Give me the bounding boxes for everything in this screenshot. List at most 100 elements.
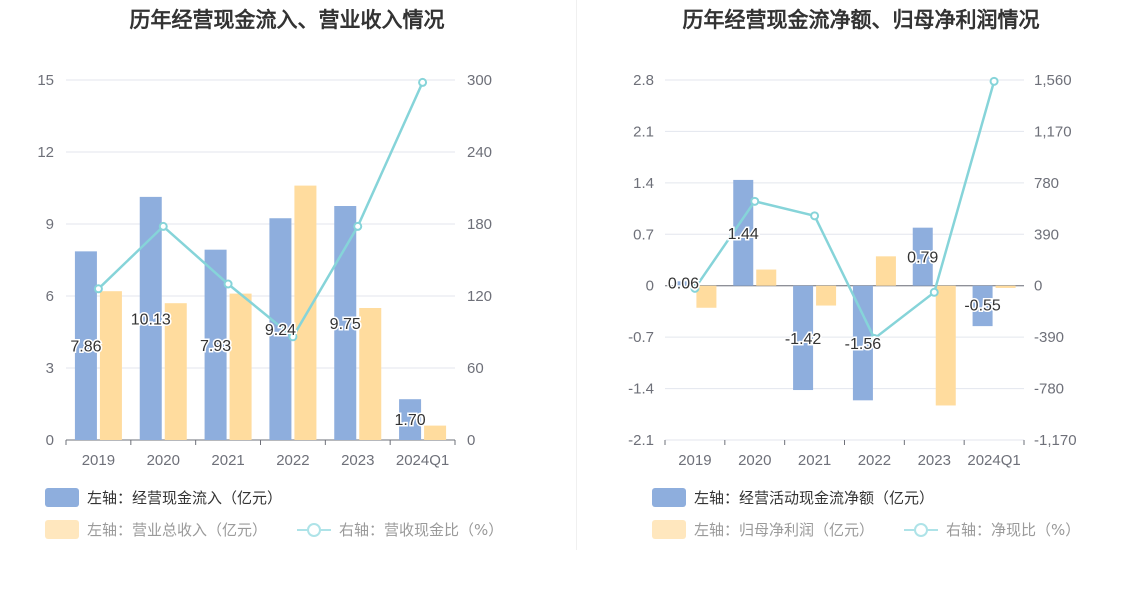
bar-data-label: 1.44 (728, 226, 759, 243)
chart-title: 历年经营现金流净额、归母净利润情况 (682, 8, 1040, 32)
left-axis-tick-label: 0 (46, 432, 54, 449)
bar-primary (399, 399, 422, 440)
bar-data-label: 7.93 (200, 338, 231, 355)
x-axis-category-label: 2020 (738, 452, 771, 469)
legend-swatch (652, 488, 686, 507)
bar-data-label: 9.24 (265, 322, 296, 339)
legend-line-icon (297, 520, 331, 539)
bar-data-label: -1.56 (845, 336, 882, 353)
legend-label: 左轴：营业总收入（亿元） (87, 521, 268, 539)
left-axis-tick-label: 1.4 (633, 175, 654, 192)
right-axis-tick-label: 300 (467, 72, 492, 89)
bar-data-label: 1.70 (395, 412, 426, 429)
legend-label: 右轴：净现比（%） (946, 521, 1081, 539)
left-axis-tick-label: -2.1 (628, 432, 654, 449)
chart-panel-net-cash: 历年经营现金流净额、归母净利润情况 -2.1 -1,170 -1.4 -780 -0.7… (574, 0, 1148, 589)
bar-data-label: 10.13 (131, 311, 171, 328)
right-axis-tick-label: 390 (1034, 226, 1059, 243)
ratio-point (869, 333, 879, 343)
legend-item-net-profit[interactable]: 左轴：归母净利润（亿元） (652, 519, 874, 540)
bar-data-label: 0.79 (907, 250, 938, 267)
x-axis-category-label: 2021 (798, 452, 831, 469)
ratio-point (418, 77, 428, 87)
bar-data-label: 0.06 (668, 276, 699, 293)
legend-item-net-cash-flow[interactable]: 左轴：经营活动现金流净额（亿元） (652, 487, 934, 508)
bar-secondary (756, 269, 777, 286)
x-axis-category-label: 2022 (858, 452, 891, 469)
right-axis-tick-label: 1,560 (1034, 72, 1072, 89)
chart-title: 历年经营现金流入、营业收入情况 (129, 8, 445, 32)
x-axis-category-label: 2024Q1 (967, 452, 1020, 469)
left-axis-tick-label: -0.7 (628, 329, 654, 346)
legend-item-cash-ratio[interactable]: 右轴：营收现金比（%） (297, 519, 503, 540)
legend-item-cash-inflow[interactable]: 左轴：经营现金流入（亿元） (45, 487, 282, 508)
ratio-point (288, 332, 298, 342)
ratio-line (693, 80, 996, 341)
x-axis-category-label: 2024Q1 (396, 452, 449, 469)
bar-secondary (164, 303, 187, 440)
bar-primary (334, 206, 357, 440)
bar-data-label: -0.55 (964, 298, 1001, 315)
left-axis-tick-label: 0.7 (633, 226, 654, 243)
x-axis-category-label: 2023 (341, 452, 374, 469)
bar-primary (673, 281, 694, 286)
bar-primary (139, 196, 162, 440)
left-axis-tick-label: 6 (46, 288, 54, 305)
left-axis-tick-label: 15 (37, 72, 54, 89)
left-axis-tick-label: 0 (646, 278, 654, 295)
x-axis-category-label: 2021 (211, 452, 244, 469)
right-axis-tick-label: 60 (467, 360, 484, 377)
ratio-point (93, 284, 103, 294)
bar-secondary (229, 293, 252, 440)
legend-label: 左轴：归母净利润（亿元） (694, 521, 875, 539)
bar-primary (912, 227, 933, 286)
legend-label: 左轴：经营活动现金流净额（亿元） (694, 489, 935, 507)
ratio-point (810, 211, 820, 221)
bar-primary (733, 179, 754, 286)
x-axis-category-label: 2019 (678, 452, 711, 469)
bar-secondary (816, 285, 837, 306)
right-axis-tick-label: -1,170 (1034, 432, 1077, 449)
ratio-point (750, 196, 760, 206)
right-axis-tick-label: 780 (1034, 175, 1059, 192)
left-axis-tick-label: 12 (37, 144, 54, 161)
chart-panel-cash-inflow: 历年经营现金流入、营业收入情况 0 0 3 60 6 120 9 180 12 240 15 300 2… (37, 8, 503, 540)
legend-swatch (652, 520, 686, 539)
ratio-point (353, 221, 363, 231)
bar-primary (793, 285, 814, 391)
right-axis-tick-label: 1,170 (1034, 123, 1072, 140)
legend-swatch (45, 520, 79, 539)
ratio-point (223, 279, 233, 289)
left-axis-tick-label: -1.4 (628, 381, 654, 398)
x-axis-category-label: 2022 (276, 452, 309, 469)
chart-canvas: 0 0 3 60 6 120 9 180 12 240 15 300 2019 2020 2021 2022 2… (37, 72, 492, 469)
bar-secondary (359, 308, 382, 440)
right-axis-tick-label: 120 (467, 288, 492, 305)
ratio-point (158, 221, 168, 231)
bar-primary (74, 251, 97, 440)
legend-label: 右轴：营收现金比（%） (339, 521, 504, 539)
right-axis-tick-label: 0 (1034, 278, 1042, 295)
x-axis-category-label: 2020 (147, 452, 180, 469)
x-axis-category-label: 2019 (82, 452, 115, 469)
panel-divider (576, 0, 577, 550)
bar-primary (269, 218, 292, 440)
chart-canvas: -2.1 -1,170 -1.4 -780 -0.7 -390 0 0 0.7 390 1.4 780… (628, 72, 1077, 469)
left-axis-tick-label: 9 (46, 216, 54, 233)
ratio-point (989, 76, 999, 86)
bar-data-label: 7.86 (70, 339, 101, 356)
x-axis-category-label: 2023 (918, 452, 951, 469)
bar-primary (972, 285, 993, 327)
right-axis-tick-label: 240 (467, 144, 492, 161)
bar-secondary (294, 185, 317, 440)
legend-item-net-cash-ratio[interactable]: 右轴：净现比（%） (904, 519, 1080, 540)
left-axis-tick-label: 2.1 (633, 123, 654, 140)
legend-item-revenue[interactable]: 左轴：营业总收入（亿元） (45, 519, 267, 540)
bar-secondary (99, 291, 122, 440)
bar-secondary (875, 256, 896, 286)
legend-label: 左轴：经营现金流入（亿元） (87, 489, 283, 507)
right-axis-tick-label: -780 (1034, 381, 1064, 398)
ratio-point (690, 283, 700, 293)
bar-secondary (696, 285, 717, 308)
bar-secondary (935, 285, 956, 406)
